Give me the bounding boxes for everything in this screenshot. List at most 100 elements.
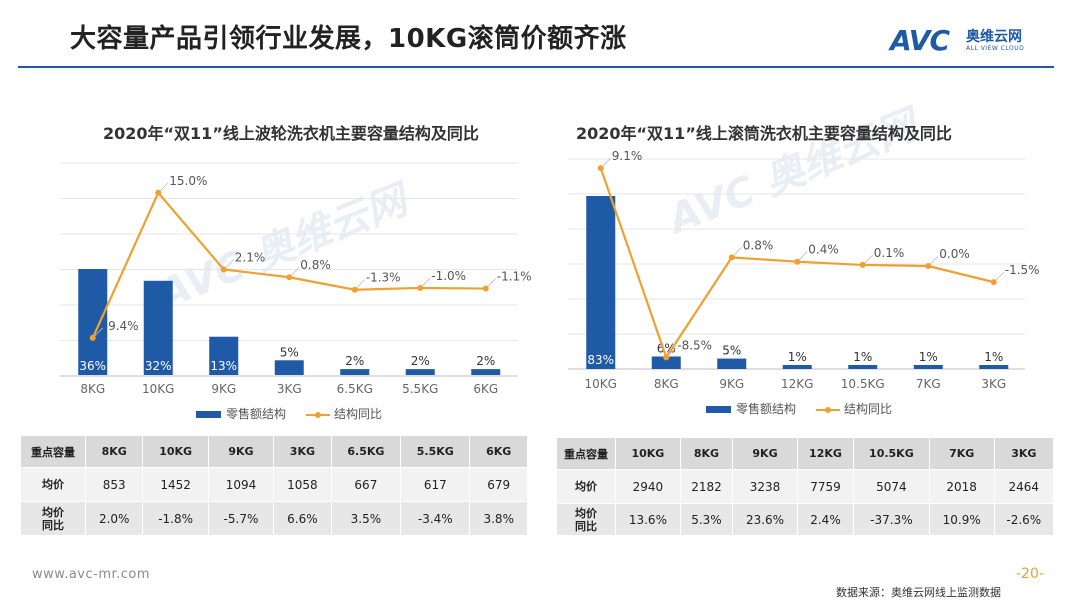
- table-row: 均价 同比 13.6% 5.3% 23.6% 2.4% -37.3% 10.9% -2.6%: [556, 503, 1055, 536]
- table-cell: 1094: [207, 467, 275, 502]
- line-data-label: 0.1%: [874, 246, 905, 260]
- table-cell: 2.4%: [796, 503, 855, 536]
- logo-mark: AVC: [890, 24, 950, 57]
- table-header-cell: 5.5KG: [400, 435, 471, 468]
- line-data-label: -1.3%: [366, 271, 401, 285]
- line-point: [220, 266, 227, 273]
- bar: [143, 280, 173, 375]
- label-leader: [487, 278, 497, 287]
- table-cell: 2018: [928, 469, 995, 504]
- x-tick-label: 10KG: [142, 382, 174, 396]
- bar: [717, 358, 747, 369]
- label-leader: [733, 247, 743, 256]
- table-header-cell: 3KG: [993, 437, 1055, 470]
- bar-data-label: 2%: [411, 354, 430, 368]
- table-header-cell: 7KG: [928, 437, 995, 470]
- table-row: 均价 2940 2182 3238 7759 5074 2018 2464: [556, 469, 1055, 504]
- bar: [274, 360, 304, 375]
- price-table-right: 重点容量 10KG 8KG 9KG 12KG 10.5KG 7KG 3KG 均价 2940 2182…: [556, 437, 1055, 536]
- line-data-label: 15.0%: [169, 174, 207, 188]
- table-cell: -3.4%: [400, 501, 471, 536]
- logo-en-text: ALL VIEW CLOUD: [966, 45, 1025, 52]
- table-cell: 23.6%: [732, 503, 798, 536]
- page-number: -20-: [1016, 566, 1044, 582]
- table-cell: -2.6%: [993, 503, 1055, 536]
- line-point: [351, 286, 358, 293]
- line-point: [990, 279, 997, 286]
- table-cell: 5.3%: [679, 503, 734, 536]
- bar-data-label: 1%: [788, 350, 807, 364]
- table-cell: 5074: [853, 469, 930, 504]
- label-leader: [929, 255, 939, 265]
- legend-label: 零售额结构: [736, 401, 796, 416]
- line-data-label: 0.8%: [743, 238, 774, 252]
- line-point: [794, 258, 801, 265]
- table-row-label: 均价 同比: [556, 503, 616, 536]
- bar: [340, 369, 370, 375]
- table-header-cell: 6KG: [469, 435, 528, 468]
- bar: [471, 369, 501, 375]
- table-header-cell: 3KG: [273, 435, 332, 468]
- x-tick-label: 5.5KG: [402, 382, 438, 396]
- label-leader: [356, 279, 366, 289]
- bar: [209, 336, 239, 375]
- bar-data-label: 83%: [587, 353, 614, 367]
- bar-data-label: 2%: [345, 354, 364, 368]
- line-point: [925, 263, 932, 269]
- x-tick-label: 8KG: [80, 382, 105, 396]
- table-cell: -5.7%: [207, 501, 275, 536]
- table-cell: 10.9%: [928, 503, 995, 536]
- data-source: 数据来源：奥维云网线上监测数据: [836, 586, 1001, 599]
- line-data-label: -1.5%: [1005, 263, 1040, 277]
- line-point: [286, 274, 293, 281]
- table-cell: 1452: [142, 467, 209, 502]
- table-cell: 3238: [732, 469, 798, 504]
- table-cell: 2182: [679, 469, 734, 504]
- table-cell: 13.6%: [615, 503, 681, 536]
- legend-swatch-bar: [196, 411, 221, 418]
- bar-data-label: 2%: [476, 354, 495, 368]
- bar: [979, 365, 1009, 369]
- label-leader: [290, 266, 300, 276]
- line-point: [417, 284, 424, 291]
- legend-swatch-bar: [706, 406, 731, 413]
- bar-data-label: 5%: [280, 345, 299, 359]
- line-point: [728, 254, 735, 261]
- table-cell: 2464: [993, 469, 1055, 504]
- label-leader: [798, 251, 808, 260]
- label-leader: [995, 271, 1005, 281]
- table-cell: 1058: [273, 467, 332, 502]
- footer-url: www.avc-mr.com: [32, 567, 151, 582]
- table-cell: 853: [84, 467, 144, 502]
- bar-data-label: 1%: [984, 350, 1003, 364]
- line-data-label: -1.1%: [497, 270, 532, 284]
- table-header-cell: 8KG: [84, 435, 144, 468]
- label-leader: [421, 277, 431, 287]
- x-tick-label: 9KG: [211, 382, 236, 396]
- label-leader: [225, 259, 235, 268]
- table-cell: 617: [400, 467, 471, 502]
- line-data-label: 0.4%: [808, 243, 839, 257]
- x-tick-label: 6KG: [473, 382, 498, 396]
- page-title: 大容量产品引领行业发展，10KG滚筒价额齐涨: [70, 24, 627, 54]
- header-divider: [18, 66, 1054, 68]
- table-row-label: 均价: [20, 467, 86, 502]
- x-tick-label: 10.5KG: [841, 377, 885, 391]
- bar-data-label: 36%: [79, 359, 106, 373]
- label-leader: [602, 157, 612, 167]
- x-tick-label: 10KG: [585, 377, 617, 391]
- table-header-cell: 重点容量: [556, 437, 616, 470]
- line-point: [663, 354, 670, 361]
- x-tick-label: 6.5KG: [337, 382, 373, 396]
- x-tick-label: 3KG: [981, 377, 1006, 391]
- bar-data-label: 1%: [919, 350, 938, 364]
- line-data-label: -8.5%: [677, 338, 712, 352]
- table-row-label: 均价 同比: [20, 501, 86, 536]
- line-data-label: -1.0%: [431, 269, 466, 283]
- line-data-label: 0.0%: [939, 247, 970, 261]
- x-tick-label: 9KG: [719, 377, 744, 391]
- table-header-cell: 10KG: [142, 435, 209, 468]
- bar: [78, 269, 108, 375]
- avc-logo: AVC 奥维云网 ALL VIEW CLOUD: [890, 24, 1060, 58]
